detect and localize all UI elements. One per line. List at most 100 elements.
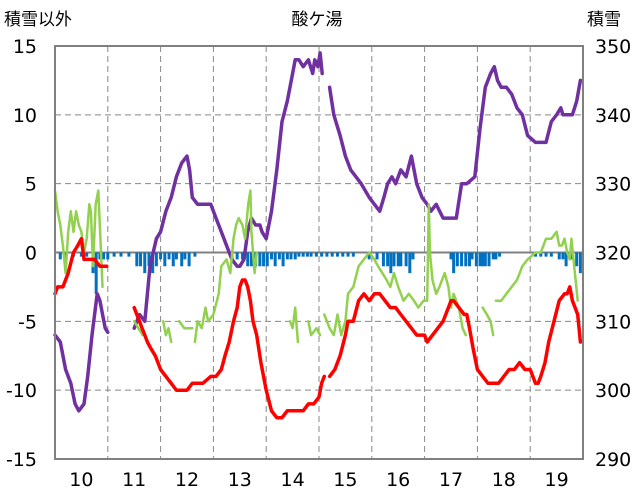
- bar: [281, 252, 285, 267]
- bar: [408, 252, 412, 274]
- series-lines: [53, 51, 583, 420]
- bar: [258, 252, 262, 267]
- bar: [460, 252, 464, 267]
- x-tick-label: 18: [492, 469, 516, 491]
- bar: [335, 252, 339, 257]
- bar: [392, 252, 396, 267]
- bar: [147, 252, 151, 267]
- x-tick-label: 12: [175, 469, 199, 491]
- bar: [293, 252, 297, 260]
- bar: [464, 252, 468, 267]
- bar: [273, 252, 277, 267]
- bar: [386, 252, 390, 267]
- bar: [578, 252, 582, 274]
- bar: [289, 252, 293, 260]
- bar: [79, 252, 83, 257]
- bar: [143, 252, 147, 274]
- plot-border: [54, 45, 584, 460]
- bar: [575, 252, 579, 267]
- bar: [277, 252, 281, 260]
- bar: [240, 252, 244, 260]
- bar: [491, 252, 495, 260]
- left-tick-label: -5: [18, 311, 37, 333]
- bar: [127, 252, 131, 257]
- bar: [106, 252, 110, 260]
- bar: [171, 252, 175, 267]
- bar: [346, 252, 350, 257]
- bar: [474, 252, 478, 267]
- bar: [455, 252, 459, 267]
- bar: [487, 252, 491, 267]
- bar: [180, 252, 184, 267]
- green-series-line: [132, 320, 144, 337]
- bar: [399, 252, 403, 267]
- right-axis-label: 積雪: [587, 10, 621, 30]
- bar: [139, 252, 143, 267]
- green-series-line: [161, 320, 173, 344]
- bar: [557, 252, 561, 260]
- bar: [187, 252, 191, 267]
- purple-series-line: [327, 64, 583, 220]
- bar: [262, 252, 266, 267]
- right-tick-label: 320: [595, 243, 631, 265]
- red-series-line: [132, 278, 327, 420]
- bar: [94, 252, 98, 294]
- bar: [167, 252, 171, 260]
- bar: [183, 252, 187, 260]
- x-tick-label: 17: [439, 469, 463, 491]
- bar: [375, 252, 379, 260]
- left-tick-label: 0: [25, 243, 37, 265]
- bar: [112, 252, 116, 257]
- bar: [151, 252, 155, 274]
- red-series-line: [53, 236, 109, 296]
- right-tick-label: 330: [595, 174, 631, 196]
- bar: [533, 252, 537, 257]
- bar: [98, 252, 102, 260]
- green-series-line: [193, 189, 258, 344]
- green-series-line: [53, 189, 104, 289]
- bar: [549, 252, 553, 257]
- bar: [330, 252, 334, 257]
- x-tick-label: 13: [228, 469, 252, 491]
- bar: [449, 252, 453, 260]
- bar: [561, 252, 565, 260]
- bar: [193, 252, 197, 257]
- purple-series-line: [53, 292, 110, 413]
- x-tick-label: 10: [69, 469, 93, 491]
- green-series-line: [494, 230, 579, 302]
- snowfall-bars: [58, 252, 582, 294]
- bar: [539, 252, 543, 257]
- bar: [351, 252, 355, 257]
- bar: [265, 252, 269, 267]
- right-tick-label: 350: [595, 36, 631, 58]
- bar: [235, 252, 239, 260]
- left-tick-label: 10: [13, 105, 37, 127]
- bar: [159, 252, 163, 260]
- bar: [452, 252, 456, 274]
- bar: [320, 252, 324, 257]
- plot-frame: [54, 45, 584, 460]
- x-tick-label: 16: [386, 469, 410, 491]
- bar: [119, 252, 123, 257]
- bar: [174, 252, 178, 260]
- bar: [467, 252, 471, 267]
- bar: [301, 252, 305, 257]
- left-tick-label: 5: [25, 174, 37, 196]
- left-tick-label: -10: [6, 380, 37, 402]
- bar: [314, 252, 318, 257]
- green-series-line: [288, 306, 300, 344]
- bar: [249, 252, 253, 267]
- chart-title: 酸ケ湯: [292, 10, 343, 30]
- bar: [309, 252, 313, 257]
- bar: [154, 252, 158, 267]
- bar: [404, 252, 408, 267]
- bar: [470, 252, 474, 260]
- bar: [483, 252, 487, 267]
- bar: [297, 252, 301, 257]
- bar: [58, 252, 62, 260]
- bar: [285, 252, 289, 260]
- bar: [269, 252, 273, 260]
- x-tick-label: 15: [333, 469, 357, 491]
- x-tick-label: 14: [281, 469, 305, 491]
